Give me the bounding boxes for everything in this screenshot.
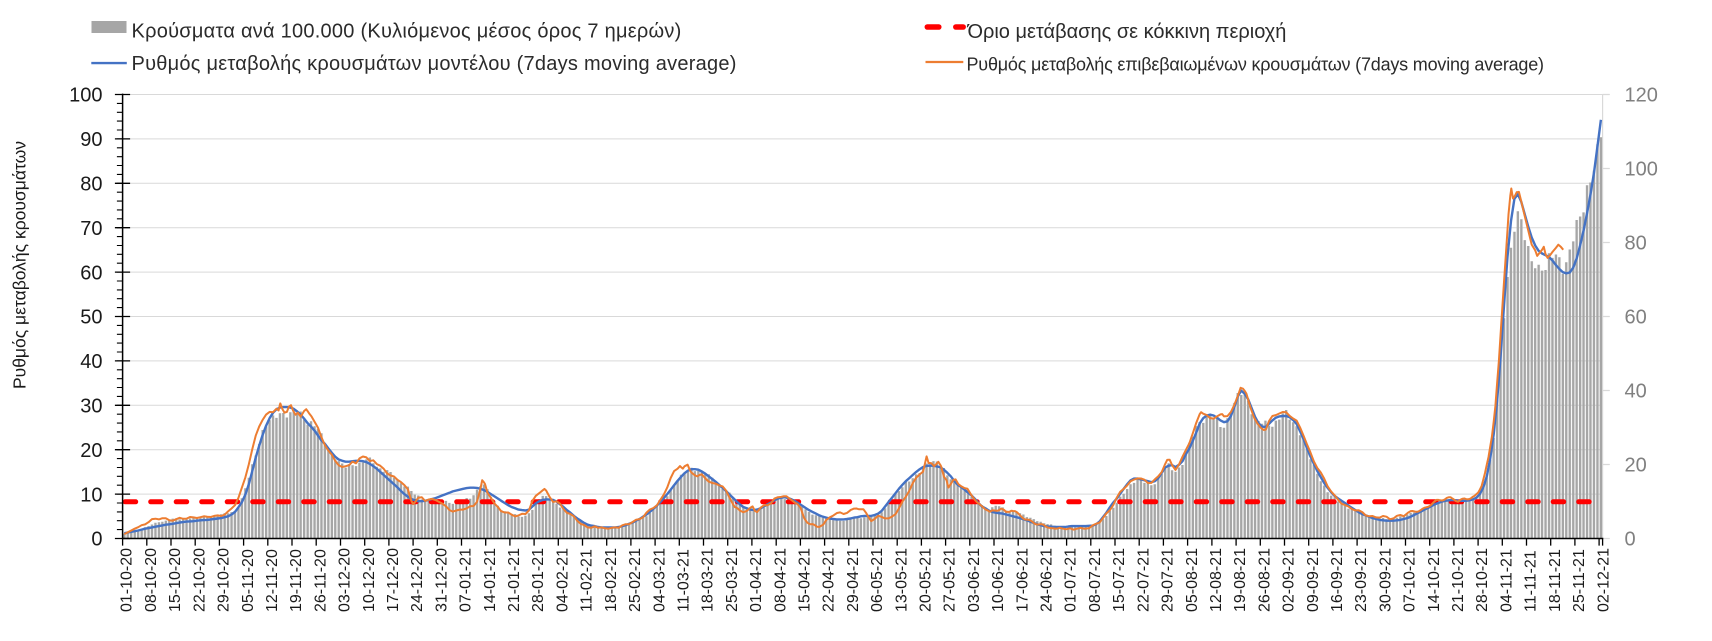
svg-text:28-01-21: 28-01-21 <box>530 548 547 612</box>
svg-text:12-08-21: 12-08-21 <box>1208 548 1225 612</box>
svg-text:01-04-21: 01-04-21 <box>748 548 765 612</box>
svg-text:26-11-20: 26-11-20 <box>312 549 329 612</box>
svg-text:09-09-21: 09-09-21 <box>1305 548 1322 612</box>
svg-text:03-12-20: 03-12-20 <box>337 548 354 612</box>
svg-text:40: 40 <box>1625 381 1647 403</box>
svg-text:04-02-21: 04-02-21 <box>554 548 571 612</box>
svg-text:Ρυθμός μεταβολής κρουσμάτων μο: Ρυθμός μεταβολής κρουσμάτων μοντέλου (7d… <box>132 53 737 75</box>
svg-text:29-10-20: 29-10-20 <box>216 548 233 612</box>
svg-text:0: 0 <box>1625 529 1636 551</box>
svg-text:Κρούσματα ανά 100.000 (Κυλιόμε: Κρούσματα ανά 100.000 (Κυλιόμενος μέσος … <box>132 21 682 43</box>
svg-text:60: 60 <box>80 262 102 284</box>
svg-text:14-01-21: 14-01-21 <box>482 548 499 612</box>
svg-text:02-09-21: 02-09-21 <box>1281 548 1298 612</box>
svg-text:29-04-21: 29-04-21 <box>845 548 862 612</box>
svg-text:08-07-21: 08-07-21 <box>1087 548 1104 612</box>
svg-text:21-10-21: 21-10-21 <box>1450 548 1467 612</box>
svg-text:18-11-21: 18-11-21 <box>1547 549 1564 612</box>
svg-text:24-06-21: 24-06-21 <box>1039 548 1056 612</box>
svg-text:07-01-21: 07-01-21 <box>458 548 475 612</box>
svg-text:11-11-21: 11-11-21 <box>1523 550 1540 612</box>
svg-text:12-11-20: 12-11-20 <box>264 549 281 612</box>
svg-text:23-09-21: 23-09-21 <box>1353 548 1370 612</box>
svg-text:25-02-21: 25-02-21 <box>627 548 644 612</box>
svg-text:30-09-21: 30-09-21 <box>1377 548 1394 612</box>
svg-text:100: 100 <box>1625 159 1658 181</box>
svg-text:28-10-21: 28-10-21 <box>1474 548 1491 612</box>
svg-text:19-08-21: 19-08-21 <box>1232 548 1249 612</box>
svg-text:15-07-21: 15-07-21 <box>1111 548 1128 612</box>
svg-text:15-10-20: 15-10-20 <box>167 548 184 612</box>
svg-text:01-10-20: 01-10-20 <box>119 548 136 612</box>
svg-text:08-10-20: 08-10-20 <box>143 548 160 612</box>
svg-text:29-07-21: 29-07-21 <box>1160 548 1177 612</box>
svg-text:03-06-21: 03-06-21 <box>966 548 983 612</box>
svg-text:60: 60 <box>1625 307 1647 329</box>
svg-text:80: 80 <box>1625 233 1647 255</box>
svg-text:19-11-20: 19-11-20 <box>288 549 305 612</box>
svg-text:11-02-21: 11-02-21 <box>579 549 596 612</box>
svg-text:21-01-21: 21-01-21 <box>506 548 523 612</box>
svg-text:30: 30 <box>80 396 102 418</box>
svg-text:17-12-20: 17-12-20 <box>385 548 402 612</box>
svg-text:01-07-21: 01-07-21 <box>1063 548 1080 612</box>
svg-text:27-05-21: 27-05-21 <box>942 548 959 612</box>
svg-text:04-11-21: 04-11-21 <box>1498 549 1515 612</box>
svg-text:16-09-21: 16-09-21 <box>1329 548 1346 612</box>
svg-text:18-03-21: 18-03-21 <box>700 548 717 612</box>
svg-text:50: 50 <box>80 307 102 329</box>
svg-text:10-12-20: 10-12-20 <box>361 548 378 612</box>
svg-text:80: 80 <box>80 174 102 196</box>
svg-text:31-12-20: 31-12-20 <box>433 548 450 612</box>
svg-text:10-06-21: 10-06-21 <box>990 548 1007 612</box>
svg-text:17-06-21: 17-06-21 <box>1014 548 1031 612</box>
svg-text:Όριο μετάβασης σε κόκκινη περι: Όριο μετάβασης σε κόκκινη περιοχή <box>967 21 1287 43</box>
svg-text:90: 90 <box>80 129 102 151</box>
svg-text:20: 20 <box>80 440 102 462</box>
svg-text:06-05-21: 06-05-21 <box>869 548 886 612</box>
svg-text:22-10-20: 22-10-20 <box>191 548 208 612</box>
svg-text:25-11-21: 25-11-21 <box>1571 549 1588 612</box>
svg-text:25-03-21: 25-03-21 <box>724 548 741 612</box>
svg-text:0: 0 <box>91 529 102 551</box>
svg-text:11-03-21: 11-03-21 <box>676 549 693 612</box>
svg-text:120: 120 <box>1625 85 1658 107</box>
svg-text:05-08-21: 05-08-21 <box>1184 548 1201 612</box>
svg-text:08-04-21: 08-04-21 <box>772 548 789 612</box>
svg-text:04-03-21: 04-03-21 <box>651 548 668 612</box>
svg-text:02-12-21: 02-12-21 <box>1595 548 1612 612</box>
svg-text:24-12-20: 24-12-20 <box>409 548 426 612</box>
svg-text:20-05-21: 20-05-21 <box>918 548 935 612</box>
svg-text:100: 100 <box>69 85 102 107</box>
svg-text:22-04-21: 22-04-21 <box>821 548 838 612</box>
svg-text:13-05-21: 13-05-21 <box>893 548 910 612</box>
svg-text:07-10-21: 07-10-21 <box>1402 548 1419 612</box>
svg-text:22-07-21: 22-07-21 <box>1135 548 1152 612</box>
svg-text:18-02-21: 18-02-21 <box>603 548 620 612</box>
svg-text:26-08-21: 26-08-21 <box>1256 548 1273 612</box>
svg-text:Ρυθμός μεταβολής επιβεβαιωμένω: Ρυθμός μεταβολής επιβεβαιωμένων κρουσμάτ… <box>967 55 1544 75</box>
svg-text:70: 70 <box>80 218 102 240</box>
svg-text:15-04-21: 15-04-21 <box>797 548 814 612</box>
svg-text:20: 20 <box>1625 455 1647 477</box>
svg-text:10: 10 <box>80 484 102 506</box>
svg-text:Ρυθμός μεταβολής κρουσμάτων: Ρυθμός μεταβολής κρουσμάτων <box>10 141 30 389</box>
svg-text:40: 40 <box>80 351 102 373</box>
svg-text:14-10-21: 14-10-21 <box>1426 548 1443 612</box>
svg-text:05-11-20: 05-11-20 <box>240 549 257 612</box>
